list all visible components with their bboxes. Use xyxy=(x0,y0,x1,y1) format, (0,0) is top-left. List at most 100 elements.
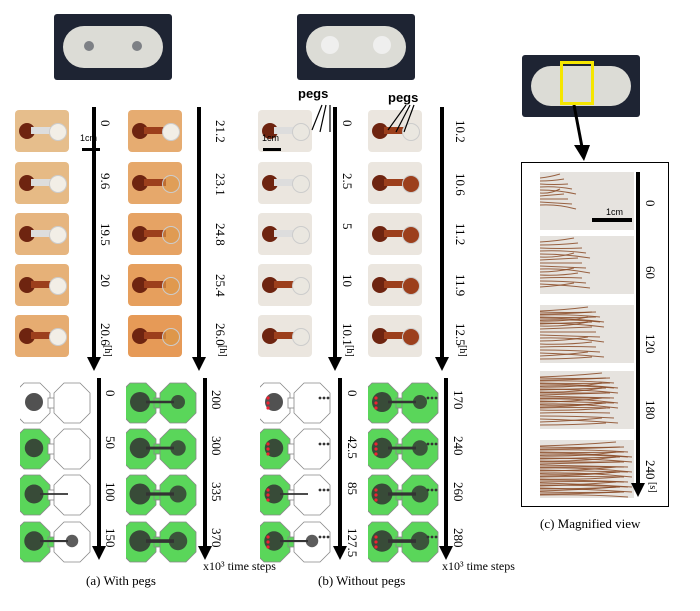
scale-bar-c xyxy=(592,218,632,222)
dish-photo xyxy=(258,264,312,306)
time-label: 100 xyxy=(103,482,118,502)
step-arrow-a2 xyxy=(203,378,207,548)
chip-photo-c xyxy=(522,55,640,117)
time-steps-label-b: x10³ time steps xyxy=(442,559,515,573)
step-arrow-b1 xyxy=(338,378,342,548)
scale-label-c: 1cm xyxy=(606,207,624,217)
dish-photo xyxy=(368,315,422,357)
peg-pointer-arrows xyxy=(311,104,415,133)
time-label: 25.4 xyxy=(213,274,228,297)
dish-photo xyxy=(258,110,312,152)
time-label: 11.9 xyxy=(453,274,468,297)
step-arrow-a2-head xyxy=(198,546,212,560)
time-label: 370 xyxy=(209,528,224,548)
caption-b: (b) Without pegs xyxy=(318,573,406,588)
time-label: 20.6 xyxy=(98,323,113,346)
time-arrow-b2 xyxy=(440,107,444,359)
dish-photo xyxy=(258,315,312,357)
time-label: 85 xyxy=(345,482,360,495)
time-label: 21.2 xyxy=(213,120,228,143)
time-label: 19.5 xyxy=(98,223,113,246)
time-unit-label: [h] xyxy=(217,345,228,357)
time-label: 280 xyxy=(451,528,466,548)
time-label: 9.6 xyxy=(98,173,113,190)
sim-frame xyxy=(260,474,331,516)
sim-frame xyxy=(368,521,439,563)
sim-frame xyxy=(368,474,439,516)
time-arrow-b2-head xyxy=(435,357,449,371)
dish-photo xyxy=(258,162,312,204)
time-arrow-c-head xyxy=(631,483,645,497)
time-unit-label: [h] xyxy=(102,345,113,357)
step-arrow-a1 xyxy=(97,378,101,548)
time-label: 42.5 xyxy=(345,436,360,459)
dish-photo xyxy=(258,213,312,255)
magnified-photo xyxy=(540,305,634,363)
sim-frame xyxy=(20,474,91,516)
dish-photo xyxy=(15,315,69,357)
sim-frame xyxy=(20,428,91,470)
time-label: 0 xyxy=(345,390,360,397)
time-label: 200 xyxy=(209,390,224,410)
time-label: 5 xyxy=(340,223,355,230)
time-label: 170 xyxy=(451,390,466,410)
magnify-box xyxy=(560,61,594,105)
time-label: 180 xyxy=(643,400,658,420)
dish-photo xyxy=(15,264,69,306)
time-label: 26.0 xyxy=(213,323,228,346)
time-label: 0 xyxy=(103,390,118,397)
sim-frame xyxy=(126,428,197,470)
time-label: 60 xyxy=(643,266,658,279)
step-arrow-b2 xyxy=(444,378,448,548)
time-label: 2.5 xyxy=(340,173,355,190)
magnified-photo xyxy=(540,236,634,294)
time-label: 240 xyxy=(451,436,466,456)
scale-bar-b xyxy=(263,148,281,151)
dish-photo xyxy=(368,264,422,306)
time-label: 10 xyxy=(340,274,355,287)
dish-photo xyxy=(128,213,182,255)
dish-photo xyxy=(128,315,182,357)
time-label: 335 xyxy=(209,482,224,502)
time-unit-label: [h] xyxy=(344,345,355,357)
time-label: 0 xyxy=(643,200,658,207)
time-label: 120 xyxy=(643,334,658,354)
dish-photo xyxy=(15,162,69,204)
chip-photo-a xyxy=(54,14,172,80)
caption-a: (a) With pegs xyxy=(86,573,156,588)
time-arrow-a2 xyxy=(197,107,201,359)
time-label: 300 xyxy=(209,436,224,456)
time-label: 260 xyxy=(451,482,466,502)
sim-frame xyxy=(368,382,439,424)
dish-photo xyxy=(15,213,69,255)
time-label: 0 xyxy=(340,120,355,127)
time-arrow-b1 xyxy=(333,107,337,359)
sim-frame xyxy=(20,521,91,563)
time-label: 24.8 xyxy=(213,223,228,246)
time-arrow-c xyxy=(636,172,640,484)
dish-photo xyxy=(128,110,182,152)
sim-frame xyxy=(126,382,197,424)
caption-c: (c) Magnified view xyxy=(540,516,641,531)
sim-frame xyxy=(368,428,439,470)
pegs-label-b2: pegs xyxy=(388,90,419,105)
magnified-photo xyxy=(540,440,634,498)
time-label: 0 xyxy=(98,120,113,127)
time-arrow-a1 xyxy=(92,107,96,359)
scale-bar-a xyxy=(82,148,100,151)
time-unit-label: [s] xyxy=(647,482,658,493)
time-label: 240 xyxy=(643,460,658,480)
time-arrow-a1-head xyxy=(87,357,101,371)
time-label: 127.5 xyxy=(345,528,360,558)
dish-photo xyxy=(368,110,422,152)
time-arrow-b1-head xyxy=(328,357,342,371)
time-label: 12.5 xyxy=(453,323,468,346)
time-steps-label-a: x10³ time steps xyxy=(203,559,276,573)
time-label: 10.1 xyxy=(340,323,355,346)
dish-photo xyxy=(15,110,69,152)
scale-label-b: 1cm xyxy=(262,133,280,143)
pegs-label-b1: pegs xyxy=(298,86,329,101)
sim-frame xyxy=(260,428,331,470)
sim-frame xyxy=(260,382,331,424)
magnify-arrow xyxy=(572,105,590,161)
